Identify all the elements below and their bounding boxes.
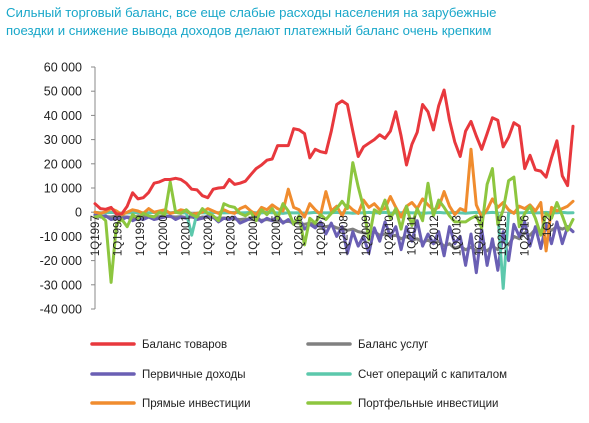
x-tick-label: 1Q2012 — [429, 215, 441, 256]
legend: Баланс товаров Баланс услуг Первичные дохо… — [90, 339, 507, 410]
x-tick-label: 1Q2006 — [293, 215, 305, 256]
y-tick-label: 10 000 — [44, 182, 82, 196]
x-tick-label: 1Q2016 — [519, 215, 531, 256]
x-tick-labels: 1Q1997 1Q1998 1Q1999 1Q2000 1Q2001 1Q2002 1Q20… — [90, 215, 554, 257]
chart-title-line-1: Сильный торговый баланс, все еще слабые … — [6, 5, 497, 20]
series-layer — [93, 88, 575, 290]
y-tick-label: -30 000 — [40, 278, 82, 292]
y-tick-label: 60 000 — [44, 61, 82, 75]
x-tick-label: 1Q2005 — [271, 215, 283, 256]
x-tick-label: 1Q2009 — [361, 215, 373, 256]
chart-title-line-2: поездки и снижение вывода доходов делают… — [6, 23, 492, 38]
x-tick-label: 1Q2007 — [316, 215, 328, 256]
x-tick-label: 1Q2004 — [248, 215, 260, 257]
y-tick-label: -20 000 — [40, 254, 82, 268]
legend-label-2: Баланс услуг — [358, 339, 428, 351]
series-line-1 — [93, 88, 575, 216]
legend-label-1: Баланс товаров — [142, 339, 227, 351]
y-tick-label: 40 000 — [44, 109, 82, 123]
x-tick-label: 1Q2008 — [339, 215, 351, 256]
series-line-3 — [93, 213, 575, 275]
x-tick-label: 1Q2015 — [497, 215, 509, 256]
x-tick-label: 1Q2011 — [406, 215, 418, 255]
y-tick-label: -10 000 — [40, 230, 82, 244]
x-tick-label: 1Q2 — [542, 215, 554, 237]
y-tick-label: 20 000 — [44, 157, 82, 171]
x-tick-label: 1Q1997 — [90, 215, 102, 256]
x-tick-label: 1Q2001 — [180, 215, 192, 256]
y-tick-label: 0 — [75, 206, 82, 220]
x-tick-label: 1Q2003 — [226, 215, 238, 256]
series-line-6 — [93, 161, 575, 284]
y-tick-label: -40 000 — [40, 303, 82, 317]
chart-title: Сильный торговый баланс, все еще слабые … — [6, 4, 586, 40]
x-tick-label: 1Q2002 — [203, 215, 215, 256]
legend-label-5: Прямые инвестиции — [142, 398, 251, 410]
x-tick-label: 1Q2010 — [384, 215, 396, 256]
x-tick-label: 1Q2013 — [452, 215, 464, 256]
x-tick-label: 1Q1999 — [135, 215, 147, 256]
legend-label-3: Первичные доходы — [142, 369, 246, 381]
x-tick-label: 1Q2014 — [474, 215, 486, 257]
y-tick-label: 30 000 — [44, 133, 82, 147]
axis-layer: 60 000 50 000 40 000 30 000 20 000 10 000 0 -10… — [40, 61, 573, 317]
legend-label-4: Счет операций с капиталом — [358, 369, 507, 381]
legend-label-6: Портфельные инвестиции — [358, 398, 498, 410]
x-tick-label: 1Q1998 — [113, 215, 125, 256]
y-tick-label: 50 000 — [44, 85, 82, 99]
x-tick-label: 1Q2000 — [158, 215, 170, 256]
